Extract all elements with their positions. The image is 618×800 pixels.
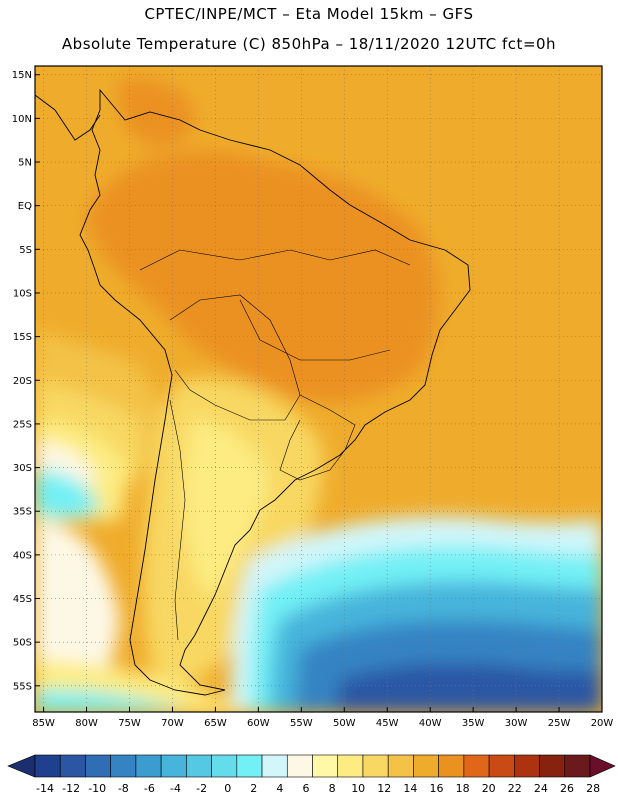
map-gridlines <box>35 66 602 712</box>
colorbar-tick-label: 8 <box>329 782 336 795</box>
lat-tick-label: 20S <box>13 376 32 387</box>
colorbar-tick-label: 28 <box>586 782 600 795</box>
lon-tick-label: 75W <box>118 718 141 729</box>
lat-tick-label: 50S <box>13 638 32 649</box>
colorbar-tick-label: 24 <box>534 782 548 795</box>
lat-tick-label: 35S <box>13 507 32 518</box>
temperature-field <box>35 66 602 712</box>
colorbar-tick-label: -4 <box>170 782 181 795</box>
lat-tick-label: 5S <box>19 245 32 256</box>
colorbar-tick-label: 12 <box>377 782 391 795</box>
colorbar: -14 -12 -10 -8 -6 -4 -2 0 2 4 6 8 10 12 14 16 18 20 22 24 26… <box>7 754 616 795</box>
colorbar-swatch <box>186 754 212 778</box>
colorbar-max-arrow <box>589 754 616 778</box>
colorbar-swatch <box>438 754 465 778</box>
lon-tick-label: 35W <box>462 718 485 729</box>
colorbar-tick-label: 22 <box>508 782 522 795</box>
lon-tick-label: 45W <box>376 718 399 729</box>
lat-tick-label: 15S <box>13 332 32 343</box>
map-frame <box>34 65 603 713</box>
latitude-ticks: 15N 10N 5N EQ 5S 10S 15S 20S 25S 30S 35S 40S 45S 50S 5… <box>12 70 40 692</box>
colorbar-swatch <box>59 754 86 778</box>
colorbar-tick-label: -14 <box>36 782 54 795</box>
lat-tick-label: 10N <box>12 114 32 125</box>
colorbar-swatch <box>286 754 313 778</box>
lon-tick-label: 70W <box>161 718 184 729</box>
colorbar-tick-label: 10 <box>351 782 365 795</box>
colorbar-tick-label: 20 <box>482 782 496 795</box>
lon-tick-label: 30W <box>505 718 528 729</box>
colorbar-swatch <box>160 754 187 778</box>
colorbar-swatch <box>413 754 439 778</box>
colorbar-swatch <box>261 754 288 778</box>
colorbar-swatch <box>463 754 490 778</box>
colorbar-swatch <box>337 754 364 778</box>
colorbar-swatch <box>488 754 515 778</box>
colorbar-min-arrow <box>7 754 36 778</box>
lon-tick-label: 25W <box>548 718 571 729</box>
lon-tick-label: 80W <box>75 718 98 729</box>
lon-tick-label: 20W <box>591 718 614 729</box>
colorbar-tick-label: -12 <box>62 782 80 795</box>
colorbar-tick-label: 14 <box>403 782 417 795</box>
colorbar-swatch <box>135 754 162 778</box>
lat-tick-label: 15N <box>12 70 32 81</box>
colorbar-swatch <box>564 754 591 778</box>
lon-tick-label: 65W <box>204 718 227 729</box>
lon-tick-label: 40W <box>419 718 442 729</box>
lat-tick-label: 10S <box>13 288 32 299</box>
lon-tick-label: 50W <box>333 718 356 729</box>
lat-tick-label: 55S <box>13 681 32 692</box>
colorbar-tick-label: -10 <box>88 782 106 795</box>
colorbar-swatch <box>387 754 414 778</box>
lat-tick-label: EQ <box>18 201 32 212</box>
colorbar-swatch <box>34 754 61 778</box>
colorbar-swatch <box>514 754 540 778</box>
lon-tick-label: 55W <box>290 718 313 729</box>
country-borders <box>139 249 411 641</box>
colorbar-tick-label: -8 <box>118 782 129 795</box>
lat-tick-label: 40S <box>13 550 32 561</box>
colorbar-tick-label: 2 <box>250 782 257 795</box>
colorbar-swatch <box>85 754 111 778</box>
coastline <box>35 88 471 696</box>
chart-title-line2: Absolute Temperature (C) 850hPa – 18/11/… <box>61 35 557 53</box>
colorbar-swatch <box>362 754 389 778</box>
colorbar-tick-label: 16 <box>430 782 444 795</box>
lat-tick-label: 30S <box>13 463 32 474</box>
colorbar-tick-label: 4 <box>276 782 283 795</box>
lat-tick-label: 5N <box>18 158 32 169</box>
lon-tick-label: 85W <box>32 718 55 729</box>
colorbar-swatch <box>539 754 566 778</box>
colorbar-tick-label: 0 <box>224 782 231 795</box>
lat-tick-label: 25S <box>13 419 32 430</box>
colorbar-swatch <box>312 754 339 778</box>
colorbar-tick-label: 26 <box>560 782 574 795</box>
colorbar-swatch <box>110 754 137 778</box>
lon-tick-label: 60W <box>247 718 270 729</box>
colorbar-tick-label: -2 <box>196 782 207 795</box>
chart-title-line1: CPTEC/INPE/MCT – Eta Model 15km – GFS <box>144 5 474 23</box>
lat-tick-label: 45S <box>13 594 32 605</box>
colorbar-tick-label: 18 <box>456 782 470 795</box>
colorbar-swatch <box>236 754 263 778</box>
colorbar-tick-label: 6 <box>303 782 310 795</box>
longitude-ticks: 85W 80W 75W 70W 65W 60W 55W 50W 45W 40W 35W 30W 25W 2… <box>32 707 613 729</box>
colorbar-tick-label: -6 <box>144 782 155 795</box>
colorbar-swatch <box>211 754 238 778</box>
